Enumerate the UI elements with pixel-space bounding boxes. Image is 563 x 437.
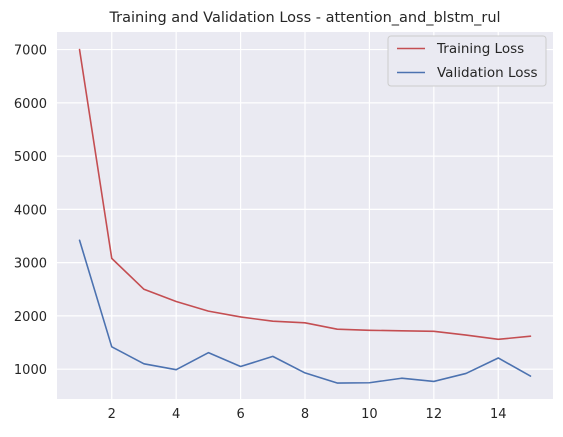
y-tick-label: 6000 <box>14 97 47 112</box>
x-tick-label: 12 <box>426 407 443 422</box>
x-tick-label: 2 <box>108 407 116 422</box>
y-tick-label: 1000 <box>14 363 47 378</box>
series-lines <box>78 48 532 384</box>
y-tick-label: 4000 <box>14 203 47 218</box>
y-tick-label: 2000 <box>14 310 47 325</box>
x-tick-label: 10 <box>361 407 378 422</box>
grid <box>57 32 553 399</box>
y-tick-label: 5000 <box>14 150 47 165</box>
x-tick-label: 6 <box>236 407 244 422</box>
tick-labels: 2 4 6 8 10 12 14 1000 2000 3000 4000 5000 6000 7000 <box>14 44 507 422</box>
legend-box <box>387 35 547 87</box>
legend-label-validation: Validation Loss <box>437 65 538 81</box>
legend: Training Loss Validation Loss <box>387 35 547 87</box>
x-tick-label: 8 <box>301 407 309 422</box>
legend-label-training: Training Loss <box>436 41 524 57</box>
x-tick-label: 4 <box>172 407 180 422</box>
series-line-1 <box>78 239 532 384</box>
series-line-0 <box>78 48 532 341</box>
y-tick-label: 3000 <box>14 257 47 272</box>
y-tick-label: 7000 <box>14 44 47 59</box>
x-tick-label: 14 <box>490 407 507 422</box>
chart-title: Training and Validation Loss - attention… <box>108 10 500 26</box>
